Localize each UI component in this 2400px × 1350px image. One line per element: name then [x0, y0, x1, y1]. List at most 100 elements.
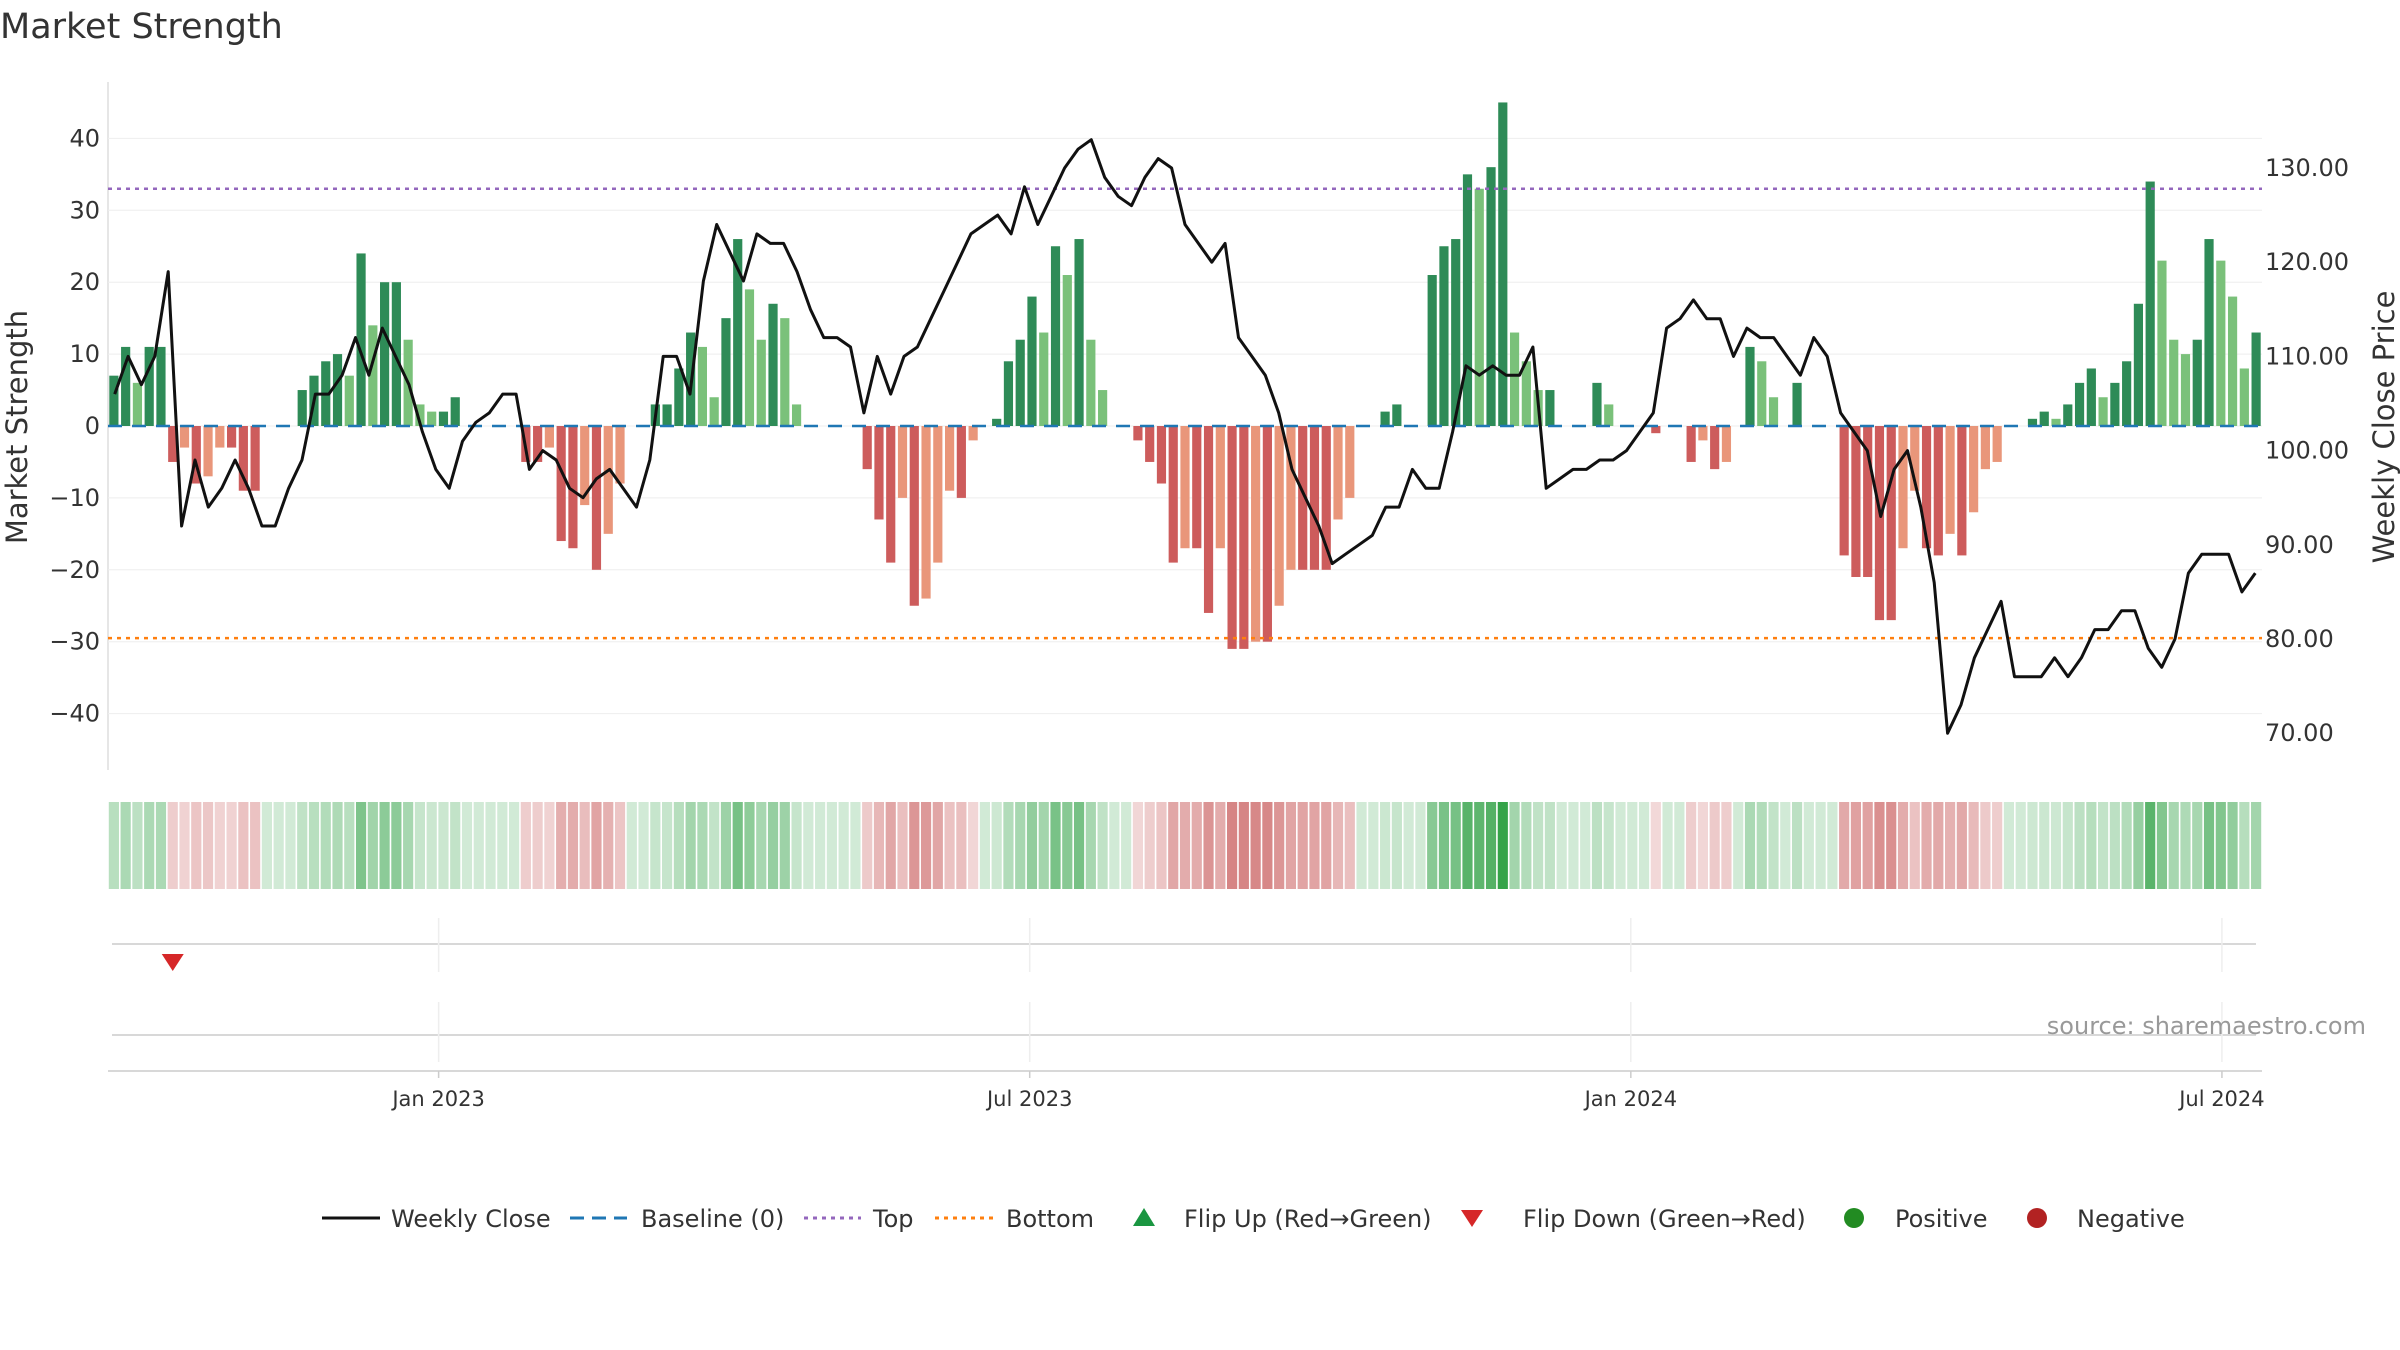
- legend-positive-marker: [1844, 1208, 1864, 1228]
- strength-bar: [992, 418, 1002, 426]
- left-tick-label: −20: [49, 556, 100, 584]
- heat-cell: [461, 802, 473, 889]
- strength-bar: [2239, 368, 2249, 426]
- heat-cell: [732, 802, 743, 889]
- heat-cell: [1591, 802, 1603, 889]
- heat-cell: [1744, 802, 1756, 889]
- right-axis-ticks: 130.00 120.00 110.00 100.00 90.00 80.00 70.00: [2265, 154, 2349, 747]
- strength-bar: [156, 346, 166, 426]
- heat-cell: [297, 802, 308, 889]
- heat-cell: [1191, 802, 1202, 889]
- strength-bar: [121, 346, 131, 426]
- date-tick-label: Jan 2024: [1583, 1087, 1678, 1111]
- heat-cell: [1462, 802, 1473, 889]
- strength-bar: [1710, 426, 1720, 470]
- left-tick-label: 20: [69, 268, 100, 296]
- strength-bar: [956, 426, 966, 498]
- strength-bar: [1286, 426, 1296, 570]
- heat-cell: [2145, 802, 2156, 889]
- heat-cell: [261, 802, 272, 889]
- heat-cell: [1003, 802, 1014, 889]
- heat-cell: [1815, 802, 1826, 889]
- heat-cell: [979, 802, 990, 889]
- legend-negative-label: Negative: [2077, 1205, 2185, 1233]
- heat-cell: [1756, 802, 1767, 889]
- right-tick-label: 80.00: [2265, 625, 2334, 653]
- strength-bar: [1745, 346, 1755, 426]
- strength-bar: [368, 325, 378, 426]
- strength-bar: [1651, 426, 1661, 434]
- left-tick-label: 40: [69, 124, 100, 152]
- left-tick-label: −30: [49, 628, 100, 656]
- heat-cell: [1721, 802, 1732, 889]
- strength-bar: [132, 382, 143, 426]
- heat-cell: [285, 802, 296, 889]
- heat-cell: [2203, 802, 2215, 889]
- strength-bar: [2227, 296, 2238, 426]
- heat-cell: [1168, 802, 1179, 889]
- heat-cell: [1062, 802, 1073, 889]
- strength-bar: [897, 426, 908, 498]
- strength-bar: [615, 426, 625, 484]
- heat-cell: [1674, 802, 1685, 889]
- strength-bar: [2251, 332, 2261, 426]
- heat-cell: [838, 802, 849, 889]
- strength-bar: [2145, 181, 2155, 426]
- strength-bar: [709, 397, 719, 426]
- strength-bar: [756, 339, 766, 426]
- strength-bar: [1321, 426, 1331, 570]
- strength-bar: [1262, 426, 1272, 642]
- right-tick-label: 70.00: [2265, 719, 2334, 747]
- heat-cell: [579, 802, 590, 889]
- left-tick-label: 0: [85, 412, 100, 440]
- strength-bar: [933, 426, 943, 563]
- heat-cell: [438, 802, 449, 889]
- right-axis-title: Weekly Close Price: [2367, 291, 2400, 564]
- right-tick-label: 100.00: [2265, 437, 2349, 465]
- strength-bar: [1451, 239, 1461, 426]
- strength-bar: [1203, 426, 1214, 613]
- strength-bar: [1910, 426, 1920, 491]
- heat-cell: [450, 802, 461, 889]
- strength-bar: [580, 426, 590, 506]
- heat-cell: [720, 802, 732, 889]
- heat-cell: [1285, 802, 1297, 889]
- heat-cell: [1886, 802, 1897, 889]
- legend-top-label: Top: [872, 1205, 914, 1233]
- flip-markers-panel: [112, 918, 2256, 972]
- strength-bar: [1392, 404, 1402, 426]
- heat-cell: [2180, 802, 2191, 889]
- legend: Weekly Close Baseline (0) Top Bottom Fli…: [322, 1205, 2185, 1233]
- strength-bar: [332, 354, 343, 426]
- strength-bar: [1863, 426, 1873, 577]
- strength-bar: [2169, 339, 2179, 426]
- strength-bar: [1098, 390, 1108, 426]
- strength-bar: [744, 289, 755, 426]
- heat-cell: [1662, 802, 1673, 889]
- strength-bar: [203, 426, 213, 477]
- heat-cell: [1780, 802, 1791, 889]
- heat-cell: [1250, 802, 1261, 889]
- heat-cell: [179, 802, 190, 889]
- reference-lines: [108, 187, 2262, 640]
- strength-bar: [438, 411, 449, 426]
- heat-cell: [332, 802, 343, 889]
- heat-cell: [1733, 802, 1744, 889]
- heat-cell: [379, 802, 390, 889]
- heat-cell: [1097, 802, 1108, 889]
- strength-bar: [2122, 361, 2132, 426]
- heat-cell: [897, 802, 908, 889]
- heat-cell: [1992, 802, 2003, 889]
- heat-cell: [909, 802, 920, 889]
- heat-cell: [120, 802, 131, 889]
- heat-cell: [932, 802, 943, 889]
- heat-cell: [1533, 802, 1544, 889]
- heat-cell: [567, 802, 579, 889]
- strength-bar: [886, 426, 896, 563]
- heat-cell: [673, 802, 684, 889]
- legend-flip-up-label: Flip Up (Red→Green): [1184, 1205, 1432, 1233]
- strength-bar: [238, 426, 248, 491]
- strength-bar: [144, 346, 154, 426]
- heat-cell: [791, 802, 802, 889]
- heat-cell: [1038, 802, 1049, 889]
